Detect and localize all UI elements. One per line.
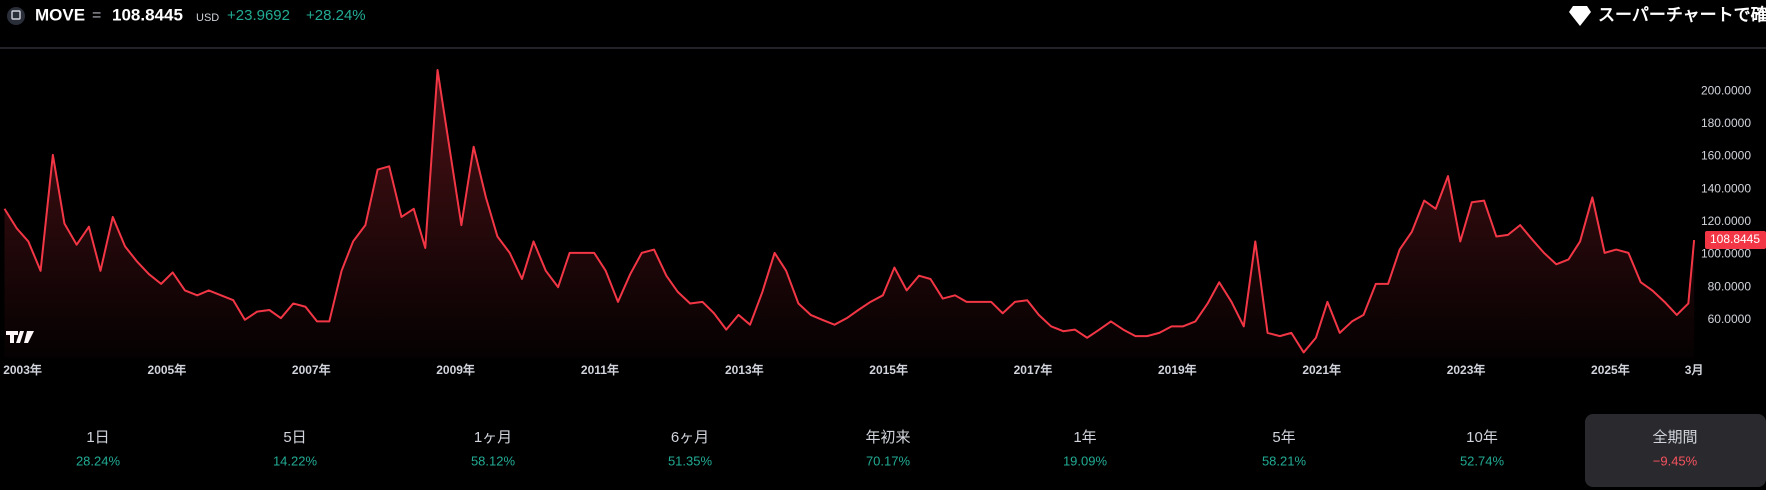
- period-label[interactable]: 10年: [1466, 429, 1498, 446]
- period-label[interactable]: 1日: [86, 429, 109, 446]
- period-value: 70.17%: [866, 453, 911, 468]
- x-tick-label: 2025年: [1591, 362, 1630, 377]
- period-value: 58.21%: [1262, 453, 1307, 468]
- symbol-icon-glyph: [11, 10, 21, 20]
- x-tick-label: 3月: [1685, 363, 1704, 377]
- period-value: 52.74%: [1460, 453, 1505, 468]
- x-tick-label: 2023年: [1447, 362, 1486, 377]
- period-label[interactable]: 年初来: [865, 429, 910, 446]
- period-value: 28.24%: [76, 453, 121, 468]
- period-value: 58.12%: [471, 453, 516, 468]
- period-active-bg: [1585, 414, 1766, 487]
- y-tick-label: 80.0000: [1708, 279, 1752, 293]
- line: [3, 69, 1696, 354]
- period-value: −9.45%: [1653, 453, 1698, 468]
- x-tick-label: 2009年: [436, 362, 475, 377]
- y-tick-label: 180.0000: [1701, 116, 1751, 130]
- x-tick-label: 2019年: [1158, 362, 1197, 377]
- change-percent: +28.24%: [306, 7, 366, 24]
- x-tick-label: 2021年: [1302, 362, 1341, 377]
- change: +23.9692: [227, 7, 290, 24]
- x-tick-label: 2011年: [581, 362, 619, 377]
- x-tick-label: 2003年: [3, 362, 42, 377]
- period-value: 19.09%: [1063, 453, 1108, 468]
- currency: USD: [196, 12, 219, 24]
- last-value-label: 108.8445: [1710, 232, 1760, 246]
- x-tick-label: 2015年: [869, 362, 908, 377]
- period-bar: 1日 28.24% 5日 14.22% 1ヶ月 58.12% 6ヶ月 51.35% 年初来 70.…: [76, 414, 1766, 487]
- y-tick-label: 60.0000: [1708, 312, 1752, 326]
- period-label[interactable]: 1年: [1073, 429, 1096, 446]
- period-label[interactable]: 6ヶ月: [671, 429, 709, 446]
- symbol[interactable]: MOVE: [35, 5, 85, 24]
- area-fill: [4, 70, 1695, 358]
- separator: =: [92, 7, 101, 24]
- x-tick-label: 2005年: [148, 362, 187, 377]
- symbol-icon[interactable]: [7, 7, 25, 25]
- x-tick-label: 2007年: [292, 362, 331, 377]
- y-tick-label: 120.0000: [1701, 214, 1751, 228]
- x-tick-label: 2013年: [725, 362, 764, 377]
- y-tick-label: 100.0000: [1701, 247, 1751, 261]
- period-label[interactable]: 全期間: [1652, 428, 1697, 446]
- last-value-bg: [1705, 231, 1766, 250]
- y-tick-label: 200.0000: [1701, 83, 1751, 97]
- period-label[interactable]: 5年: [1272, 429, 1295, 446]
- period-label[interactable]: 5日: [283, 429, 306, 446]
- period-value: 14.22%: [273, 453, 318, 468]
- plot-area: 60.0000 80.0000 100.0000 120.0000 140.0000 16…: [3, 69, 1766, 377]
- x-tick-label: 2017年: [1014, 362, 1053, 377]
- period-value: 51.35%: [668, 453, 713, 468]
- y-tick-label: 140.0000: [1701, 181, 1751, 195]
- supercharts-icon[interactable]: [1569, 6, 1591, 26]
- price: 108.8445: [112, 5, 183, 24]
- y-tick-label: 160.0000: [1701, 149, 1751, 163]
- period-label[interactable]: 1ヶ月: [474, 429, 512, 446]
- supercharts-link[interactable]: スーパーチャートで確認: [1598, 4, 1766, 24]
